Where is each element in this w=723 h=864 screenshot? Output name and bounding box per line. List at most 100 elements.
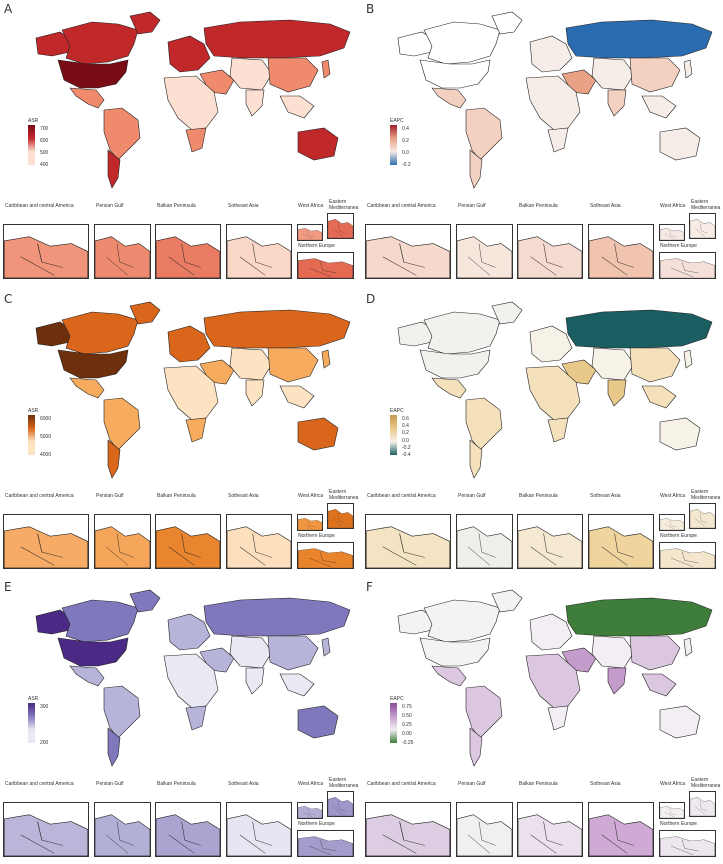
inset-land (328, 509, 353, 528)
inset-label-carib: Caribbean and central America (367, 493, 436, 499)
inset-land (366, 814, 450, 856)
world-map (397, 301, 713, 479)
legend-tick: 6000 (40, 416, 52, 422)
inset-label-seasia: Sotheast Asia (228, 781, 259, 787)
legend-tick: 700 (40, 126, 49, 132)
inset-label-eastmed: Eastern Mediterranea (691, 777, 721, 789)
region-mexico (69, 377, 105, 399)
region-australia (297, 705, 339, 739)
inset-land (4, 814, 88, 856)
inset-label-carib: Caribbean and central America (367, 781, 436, 787)
legend-title: EAPC (390, 118, 404, 124)
legend-colorbar (28, 415, 35, 455)
inset-label-balkan: Balkan Peninsula (519, 203, 558, 209)
legend-tick: 0.50 (402, 713, 412, 719)
inset-land (298, 806, 322, 818)
legend-tick: 0.00 (402, 731, 412, 737)
inset-label-neurope: Northern Europe (660, 821, 697, 827)
legend-title: EAPC (390, 408, 404, 414)
inset-map-persian (456, 802, 513, 857)
region-europe (167, 613, 211, 651)
region-usa (419, 637, 491, 667)
inset-label-balkan: Balkan Peninsula (519, 781, 558, 787)
inset-map-balkan (155, 802, 221, 857)
inset-label-eastmed: Eastern Mediterranea (691, 489, 721, 501)
inset-label-balkan: Balkan Peninsula (157, 781, 196, 787)
inset-label-seasia: Sotheast Asia (228, 493, 259, 499)
inset-land (690, 509, 715, 528)
region-usa (57, 349, 129, 379)
inset-label-balkan: Balkan Peninsula (157, 203, 196, 209)
inset-land (660, 228, 684, 240)
legend-title: ASR (28, 118, 39, 124)
inset-label-eastmed: Eastern Mediterranea (329, 199, 359, 211)
inset-label-westaf: West Africa (298, 781, 324, 787)
region-safrica (547, 127, 569, 153)
inset-land (298, 548, 353, 568)
legend-tick: 0.0 (402, 437, 409, 444)
legend-tick: 200 (40, 740, 49, 746)
region-argentina (469, 727, 483, 767)
legend-tick: 0.6 (402, 416, 409, 422)
region-india (607, 379, 627, 407)
inset-land (690, 797, 715, 816)
region-mexico (431, 377, 467, 399)
inset-label-neurope: Northern Europe (660, 243, 697, 249)
inset-land (660, 836, 715, 856)
region-russia (203, 309, 351, 349)
region-canada (423, 599, 501, 643)
region-mexico (69, 87, 105, 109)
region-greenland (129, 11, 161, 35)
inset-map-neurope (297, 252, 354, 279)
region-argentina (107, 439, 121, 479)
inset-label-balkan: Balkan Peninsula (157, 493, 196, 499)
region-canada (61, 599, 139, 643)
inset-land (589, 526, 653, 568)
region-seasia (279, 95, 315, 119)
inset-land (690, 219, 715, 238)
legend-title: EAPC (390, 696, 404, 702)
inset-map-westaf (297, 514, 323, 531)
region-mexico (431, 87, 467, 109)
region-russia (203, 19, 351, 59)
region-canada (423, 311, 501, 355)
region-southam (465, 685, 503, 739)
inset-land (4, 526, 88, 568)
panel-letter: D (366, 292, 376, 306)
inset-map-persian (456, 224, 513, 279)
inset-label-persian: Persian Gulf (458, 203, 486, 209)
inset-map-seasia (588, 224, 654, 279)
inset-land (156, 526, 220, 568)
inset-label-westaf: West Africa (660, 203, 686, 209)
world-map (35, 589, 351, 767)
inset-land (156, 814, 220, 856)
inset-map-westaf (659, 224, 685, 241)
region-canada (61, 21, 139, 65)
region-india (607, 89, 627, 117)
region-seasia (641, 673, 677, 697)
inset-label-westaf: West Africa (660, 781, 686, 787)
inset-map-carib (3, 802, 89, 857)
inset-label-persian: Persian Gulf (458, 781, 486, 787)
inset-label-neurope: Northern Europe (298, 821, 335, 827)
region-china (267, 57, 319, 93)
legend-colorbar (28, 125, 35, 165)
region-europe (529, 613, 573, 651)
inset-map-balkan (155, 514, 221, 569)
map-panel-e: E ASR 300 200 Caribbean and central America P… (0, 578, 360, 864)
region-asia (591, 635, 635, 669)
inset-label-westaf: West Africa (298, 203, 324, 209)
region-mexico (431, 665, 467, 687)
inset-land (95, 236, 150, 278)
inset-map-eastmed (327, 213, 354, 239)
inset-row: Caribbean and central America Persian Gul… (0, 777, 360, 861)
region-japan (683, 59, 693, 79)
region-safrica (185, 127, 207, 153)
region-usa (57, 59, 129, 89)
region-southam (103, 397, 141, 451)
region-china (629, 635, 681, 671)
legend-tick: -0.2 (402, 444, 411, 451)
inset-label-carib: Caribbean and central America (5, 203, 74, 209)
inset-map-balkan (517, 514, 583, 569)
legend-tick: 0.2 (402, 138, 409, 144)
